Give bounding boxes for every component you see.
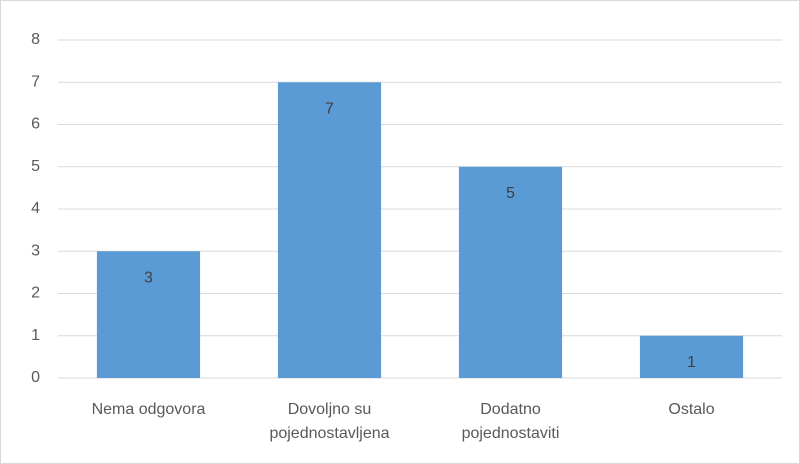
bar	[639, 335, 744, 378]
y-tick-label: 2	[31, 285, 40, 302]
y-tick-label: 1	[31, 327, 40, 344]
y-tick-label: 3	[31, 242, 40, 259]
data-label: 3	[144, 269, 153, 286]
y-tick-label: 5	[31, 158, 40, 175]
y-tick-label: 0	[31, 369, 40, 386]
data-label: 1	[687, 354, 696, 371]
data-label: 7	[325, 100, 334, 117]
bar	[277, 82, 382, 378]
y-tick-label: 6	[31, 116, 40, 133]
y-tick-label: 7	[31, 73, 40, 90]
x-tick-label: Dovoljno su pojednostavljena	[269, 401, 389, 442]
x-tick-label: Ostalo	[668, 401, 714, 418]
y-tick-label: 4	[31, 200, 40, 217]
bar	[96, 251, 201, 378]
x-tick-label: Nema odgovora	[92, 401, 206, 418]
data-label: 5	[506, 185, 515, 202]
bar	[458, 166, 563, 378]
x-tick-label: Dodatno pojednostaviti	[462, 401, 560, 442]
y-tick-label: 8	[31, 31, 40, 48]
